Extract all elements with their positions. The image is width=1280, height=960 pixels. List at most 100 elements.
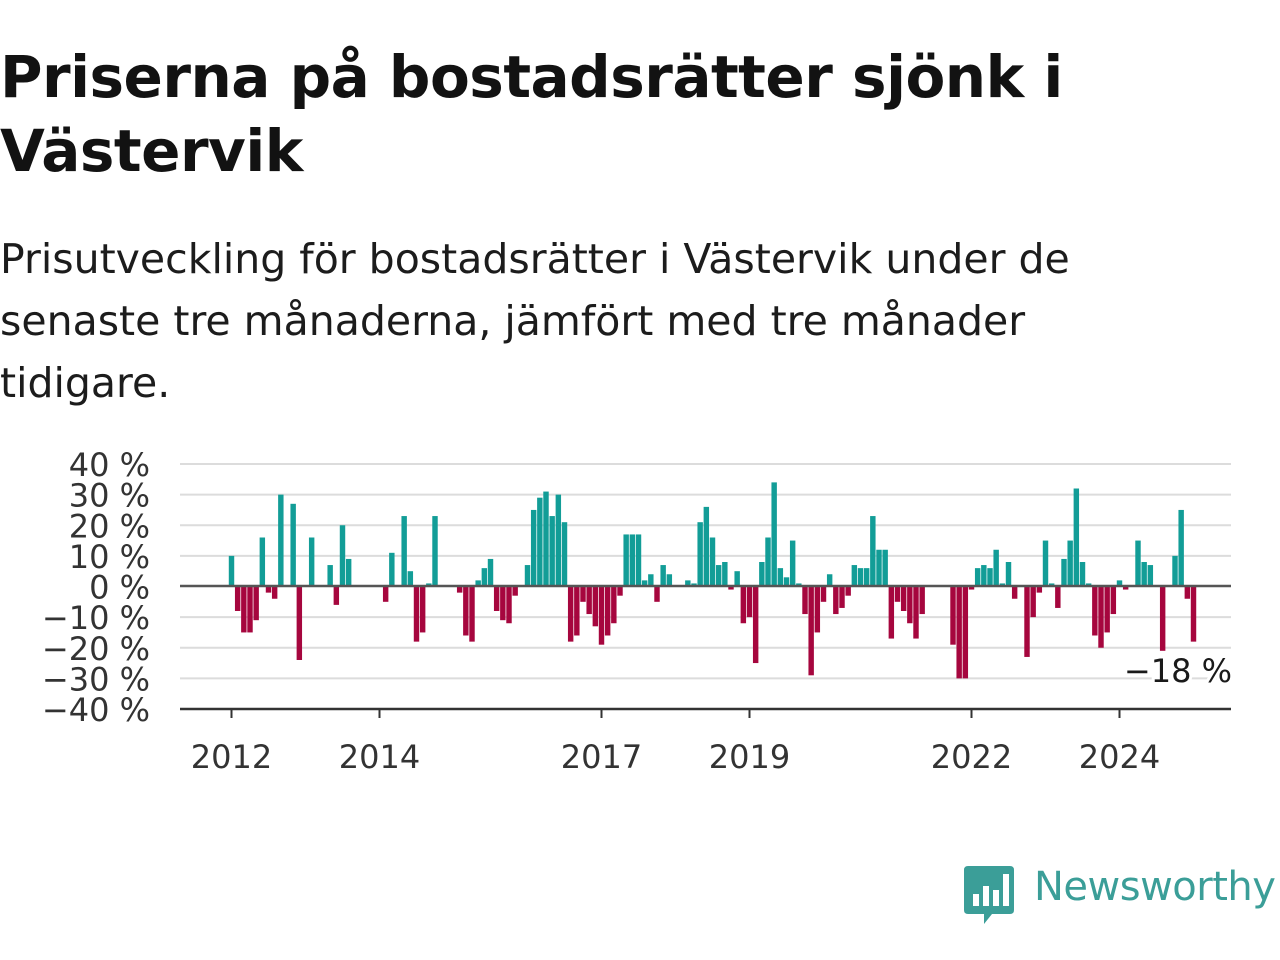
x-axis: 2012 2014 2017 2019 2022 2024 <box>191 709 1160 776</box>
bar <box>981 565 987 587</box>
chart-title: Priserna på bostadsrätter sjönk i Väster… <box>0 43 1063 185</box>
logo-text: Newsworthy <box>1034 864 1276 910</box>
bar <box>1011 586 1018 599</box>
bar <box>876 549 882 587</box>
bar <box>752 586 759 664</box>
x-tick-label: 2012 <box>191 738 272 776</box>
bar <box>586 586 592 615</box>
y-tick-label: 30 % <box>69 477 150 515</box>
bar <box>1067 540 1073 587</box>
bar <box>771 482 777 587</box>
bar <box>709 537 716 587</box>
bar <box>308 537 315 587</box>
bar <box>487 558 494 587</box>
y-tick-label: −30 % <box>42 660 150 698</box>
bar <box>734 571 740 587</box>
bar <box>919 586 925 615</box>
bar <box>1116 580 1123 587</box>
bar <box>549 516 555 587</box>
bar <box>1172 555 1178 587</box>
bar <box>703 506 710 587</box>
x-tick-label: 2019 <box>709 738 790 776</box>
bar <box>722 562 728 587</box>
bar <box>345 558 352 587</box>
bar <box>469 586 475 642</box>
bar <box>715 565 722 587</box>
bar <box>968 586 975 590</box>
bar <box>900 586 907 611</box>
bar <box>1190 586 1197 642</box>
y-tick-label: −10 % <box>42 599 150 637</box>
bar <box>1073 488 1080 587</box>
bar <box>333 586 340 605</box>
bar <box>857 568 864 587</box>
bar <box>1135 540 1141 587</box>
bar <box>543 491 549 587</box>
bar <box>888 586 895 639</box>
bar <box>833 586 839 615</box>
bar <box>820 586 827 602</box>
bar <box>241 586 247 633</box>
bar <box>1098 586 1104 648</box>
bar <box>1030 586 1036 618</box>
bar <box>481 568 488 587</box>
bar <box>259 537 266 587</box>
bar <box>863 568 870 587</box>
bar <box>1147 565 1154 587</box>
bar <box>247 586 253 633</box>
bar <box>956 586 962 679</box>
bar <box>882 549 888 587</box>
bar <box>382 586 389 602</box>
bar <box>1036 586 1043 593</box>
bar <box>598 586 605 645</box>
y-tick-label: −20 % <box>42 630 150 668</box>
bar <box>475 580 481 587</box>
y-tick-label: 0 % <box>89 569 150 607</box>
x-tick-label: 2024 <box>1079 738 1160 776</box>
bar <box>389 552 395 587</box>
bar <box>765 537 771 587</box>
bar <box>580 586 586 602</box>
bar <box>265 586 272 593</box>
bar <box>814 586 821 633</box>
bar <box>604 586 611 636</box>
last-value-label: −18 % <box>1124 652 1232 690</box>
bar-chart-speech-bubble-icon <box>964 866 1014 924</box>
bar <box>1092 586 1098 636</box>
bar <box>808 586 814 676</box>
bar <box>950 586 956 645</box>
bar <box>728 586 734 590</box>
bar <box>802 586 808 615</box>
bar <box>1061 558 1067 587</box>
bar <box>456 586 463 593</box>
bar <box>463 586 469 636</box>
bar <box>987 568 993 587</box>
bar <box>894 586 901 602</box>
bar <box>296 586 303 660</box>
bar <box>500 586 506 621</box>
bar <box>524 565 531 587</box>
bar <box>666 574 673 587</box>
bar <box>401 516 407 587</box>
bar <box>845 586 851 596</box>
bar <box>1079 562 1086 587</box>
bar <box>839 586 845 608</box>
bar <box>759 562 765 587</box>
bar <box>907 586 913 624</box>
bar <box>432 516 438 587</box>
bar <box>419 586 426 633</box>
bar <box>234 586 241 611</box>
bar <box>1141 562 1147 587</box>
x-tick-label: 2014 <box>339 738 420 776</box>
bar <box>1178 509 1184 587</box>
bar-chart: 40 %30 %20 %10 %0 %−10 %−20 %−30 %−40 % … <box>42 446 1235 776</box>
bar <box>648 574 654 587</box>
bar <box>493 586 500 611</box>
bar <box>530 509 537 587</box>
bar <box>635 534 642 587</box>
bar <box>555 494 562 587</box>
bar <box>993 549 999 587</box>
bar <box>611 586 617 624</box>
bar <box>592 586 599 627</box>
bar <box>228 555 235 587</box>
